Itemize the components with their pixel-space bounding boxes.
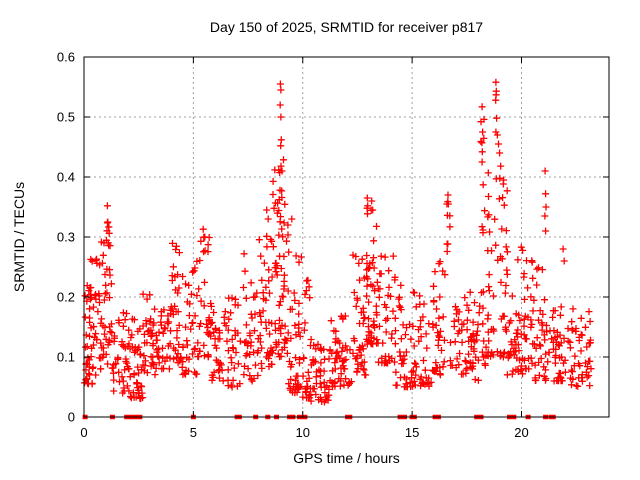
x-tick-label: 10 — [296, 425, 310, 440]
chart-title: Day 150 of 2025, SRMTID for receiver p81… — [209, 19, 484, 35]
data-point-markers — [81, 78, 595, 406]
y-tick-label: 0.6 — [57, 50, 75, 65]
x-tick-label: 5 — [190, 425, 197, 440]
y-tick-label: 0 — [68, 410, 75, 425]
zero-value-axis-marks — [82, 414, 556, 420]
y-tick-label: 0.1 — [57, 350, 75, 365]
y-axis-label: SRMTID / TECUs — [11, 181, 27, 293]
y-tick-label: 0.2 — [57, 290, 75, 305]
y-tick-label: 0.3 — [57, 230, 75, 245]
x-tick-label: 15 — [405, 425, 419, 440]
y-tick-label: 0.4 — [57, 170, 75, 185]
plot-border-and-ticks — [83, 56, 610, 418]
y-tick-label: 0.5 — [57, 110, 75, 125]
x-axis-label: GPS time / hours — [293, 450, 400, 466]
x-tick-label: 0 — [80, 425, 87, 440]
grid-lines — [84, 57, 609, 417]
x-tick-label: 20 — [514, 425, 528, 440]
